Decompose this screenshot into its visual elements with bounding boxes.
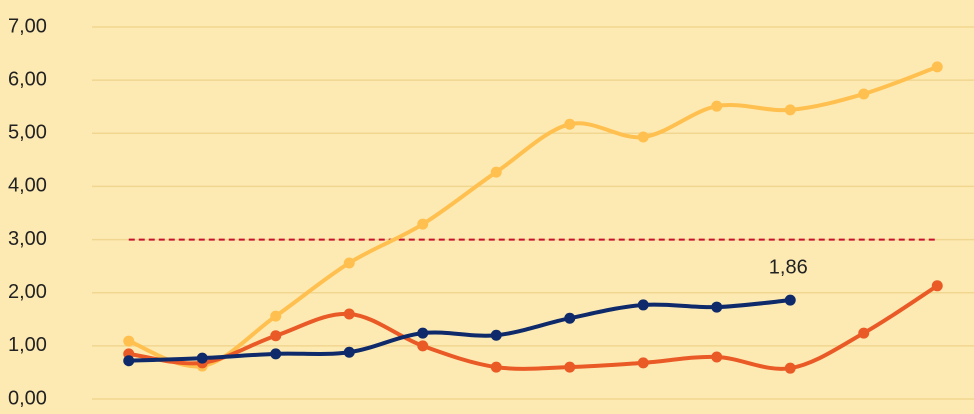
y-tick-label: 2,00 <box>8 281 47 303</box>
point-marker <box>564 118 576 130</box>
point-marker <box>270 310 282 322</box>
point-marker <box>858 327 870 339</box>
series-line <box>126 298 793 363</box>
point-marker <box>637 357 649 369</box>
point-marker <box>270 330 282 342</box>
point-marker <box>711 351 723 363</box>
y-tick-label: 3,00 <box>8 228 47 250</box>
point-marker <box>123 355 135 367</box>
y-tick-label: 5,00 <box>8 122 47 144</box>
point-marker <box>931 280 943 292</box>
point-marker <box>784 104 796 116</box>
y-tick-label: 7,00 <box>8 15 47 37</box>
y-tick-label: 0,00 <box>8 387 47 409</box>
point-marker <box>637 131 649 143</box>
point-marker <box>784 362 796 374</box>
point-marker <box>490 361 502 373</box>
point-marker <box>490 166 502 178</box>
point-marker <box>196 352 208 364</box>
y-tick-label: 6,00 <box>8 68 47 90</box>
point-marker <box>123 335 135 347</box>
point-marker <box>858 88 870 100</box>
point-marker <box>343 308 355 320</box>
point-marker <box>417 327 429 339</box>
point-marker <box>417 340 429 352</box>
point-marker <box>564 361 576 373</box>
point-marker <box>417 218 429 230</box>
data-label: 1,86 <box>769 256 808 278</box>
point-marker <box>564 312 576 324</box>
y-tick-label: 4,00 <box>8 175 47 197</box>
y-tick-label: 1,00 <box>8 334 47 356</box>
point-marker <box>343 346 355 358</box>
series-line <box>126 64 940 369</box>
point-marker <box>784 294 796 306</box>
point-marker <box>270 348 282 360</box>
point-marker <box>931 61 943 73</box>
point-marker <box>343 257 355 269</box>
point-marker <box>711 100 723 112</box>
point-marker <box>637 299 649 311</box>
point-marker <box>490 329 502 341</box>
point-marker <box>711 301 723 313</box>
